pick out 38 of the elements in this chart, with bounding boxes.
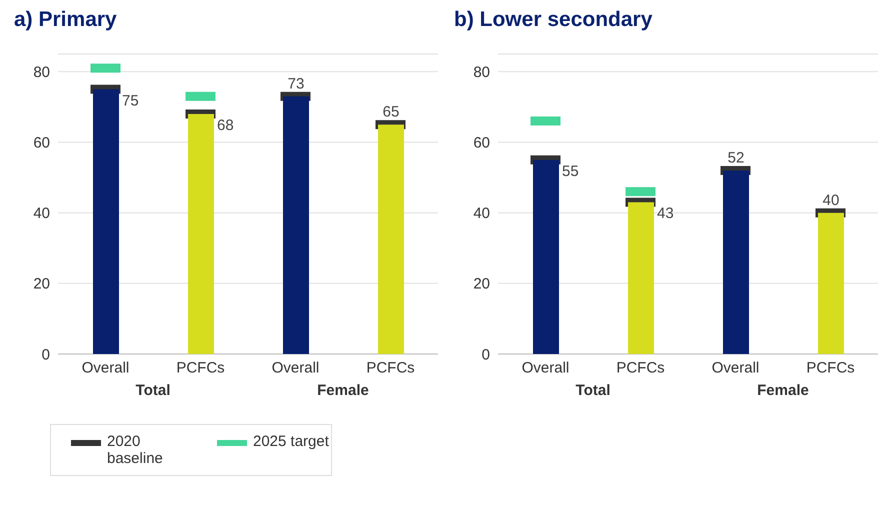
legend-label: 2025 target [253,433,330,450]
text: Female [756,382,810,399]
chart-title: a) Primary [13,8,118,33]
bar [723,170,749,354]
y-tick-label: 40 [473,205,490,222]
data-label: 55 [562,162,579,180]
text: Female [316,382,370,399]
y-tick-label: 20 [473,276,490,293]
y-tick-label: 60 [33,134,50,152]
text: Total [574,382,612,399]
x-tick-label: Overall [522,360,570,377]
y-tick-label: 20 [33,276,50,293]
data-label: 52 [728,149,744,166]
data-label: 68 [217,117,234,134]
y-tick-label: 0 [42,346,50,364]
legend-label: 2020 baseline [107,433,164,467]
y-tick-label: 60 [473,134,490,152]
y-tick-label: 80 [33,64,50,81]
data-label: 75 [122,92,139,110]
x-tick-label: Overall [82,360,130,377]
data-label: 73 [288,75,304,92]
x-tick-label: PCFCs [806,360,855,377]
data-label: 65 [382,104,400,121]
bar [628,202,654,354]
x-tick-label: Overall [272,360,320,377]
bar [818,212,844,354]
data-label: 43 [657,205,674,222]
bar [533,160,559,354]
y-tick-label: 40 [33,205,50,222]
x-tick-label: PCFCs [176,360,225,377]
x-tick-label: PCFCs [366,360,415,377]
text: Total [134,382,172,399]
chart-title: b) Lower secondary [453,8,654,33]
x-tick-label: Overall [712,360,760,377]
x-tick-label: PCFCs [616,360,665,377]
data-label: 40 [822,192,840,209]
y-tick-label: 0 [482,346,490,364]
y-tick-label: 80 [473,64,490,81]
